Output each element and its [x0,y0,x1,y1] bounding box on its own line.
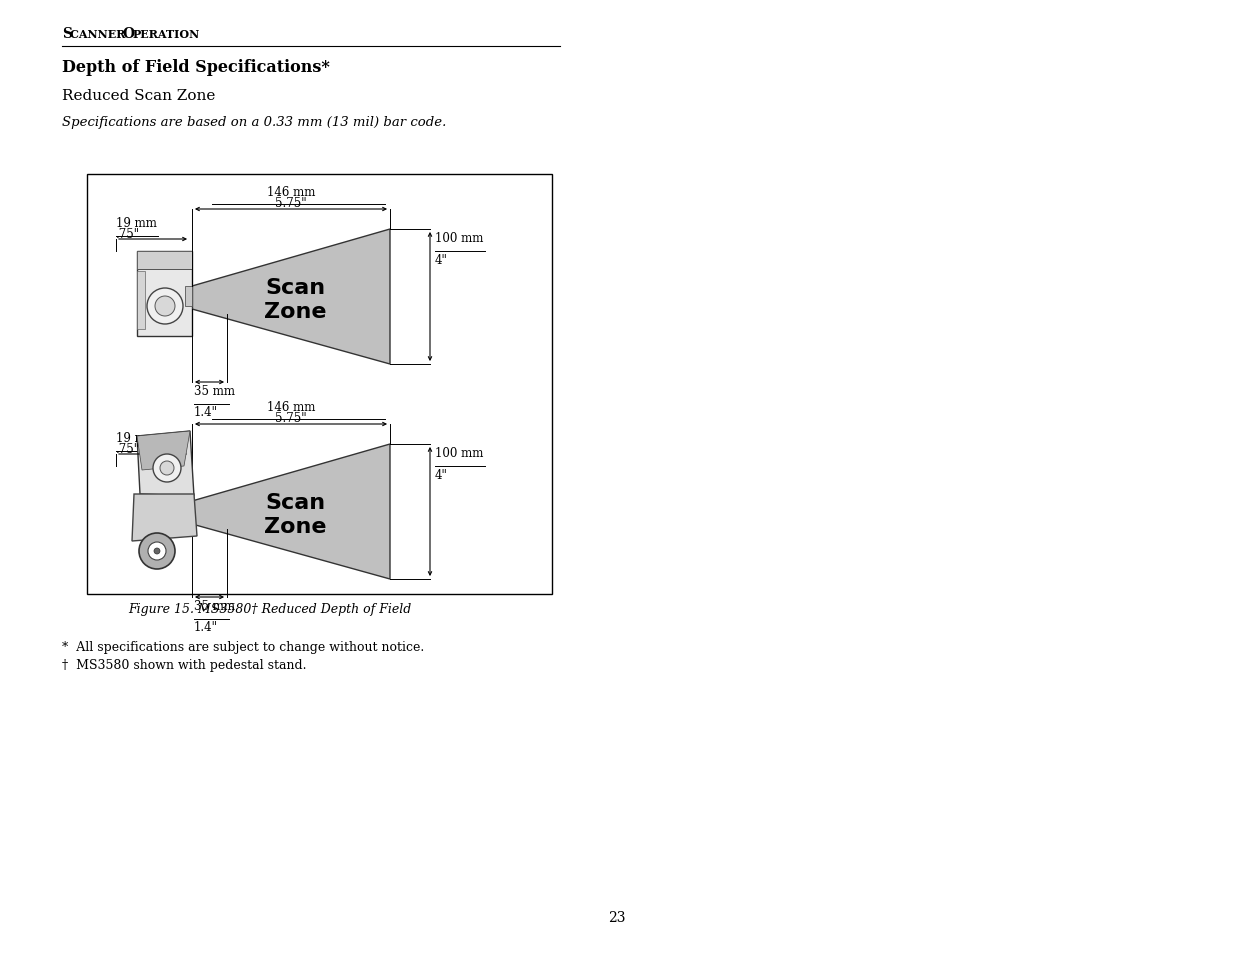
Text: 4": 4" [435,469,448,481]
Text: Zone: Zone [264,517,326,537]
Circle shape [153,455,182,482]
Text: 146 mm: 146 mm [267,400,315,414]
Polygon shape [191,230,390,365]
Text: .75": .75" [116,228,140,241]
Circle shape [147,289,183,325]
Bar [185,287,191,307]
Bar [137,252,191,336]
Text: 19 mm: 19 mm [116,432,157,444]
Polygon shape [191,444,390,579]
Text: 35 mm: 35 mm [194,599,235,613]
Bar [86,174,552,595]
Bar [137,272,144,330]
Text: PERATION: PERATION [133,29,200,40]
Text: 100 mm: 100 mm [435,232,483,245]
Text: 5.75": 5.75" [275,196,306,210]
Text: 5.75": 5.75" [275,412,306,424]
Circle shape [148,542,165,560]
Text: Zone: Zone [264,302,326,322]
Text: Reduced Scan Zone: Reduced Scan Zone [62,89,215,103]
Polygon shape [137,432,194,497]
Text: †  MS3580 shown with pedestal stand.: † MS3580 shown with pedestal stand. [62,659,306,671]
Text: 19 mm: 19 mm [116,216,157,230]
Text: 4": 4" [435,253,448,267]
Polygon shape [137,432,190,471]
Polygon shape [132,495,198,541]
Text: Scan: Scan [266,277,325,297]
Circle shape [161,461,174,476]
Text: 146 mm: 146 mm [267,186,315,199]
Bar [137,252,191,270]
Text: .75": .75" [116,442,140,456]
Text: Figure 15. MS3580† Reduced Depth of Field: Figure 15. MS3580† Reduced Depth of Fiel… [128,602,411,616]
Text: O: O [122,27,135,41]
Text: Specifications are based on a 0.33 mm (13 mil) bar code.: Specifications are based on a 0.33 mm (1… [62,116,446,129]
Circle shape [154,548,161,555]
Text: 35 mm: 35 mm [194,385,235,397]
Circle shape [156,296,175,316]
Text: Depth of Field Specifications*: Depth of Field Specifications* [62,59,330,76]
Text: 1.4": 1.4" [194,620,219,634]
Text: CANNER: CANNER [70,29,130,40]
Text: 100 mm: 100 mm [435,447,483,459]
Text: 23: 23 [609,910,626,924]
Text: *  All specifications are subject to change without notice.: * All specifications are subject to chan… [62,640,425,654]
Circle shape [140,534,175,569]
Text: Scan: Scan [266,493,325,513]
Text: S: S [62,27,72,41]
Text: 1.4": 1.4" [194,406,219,418]
